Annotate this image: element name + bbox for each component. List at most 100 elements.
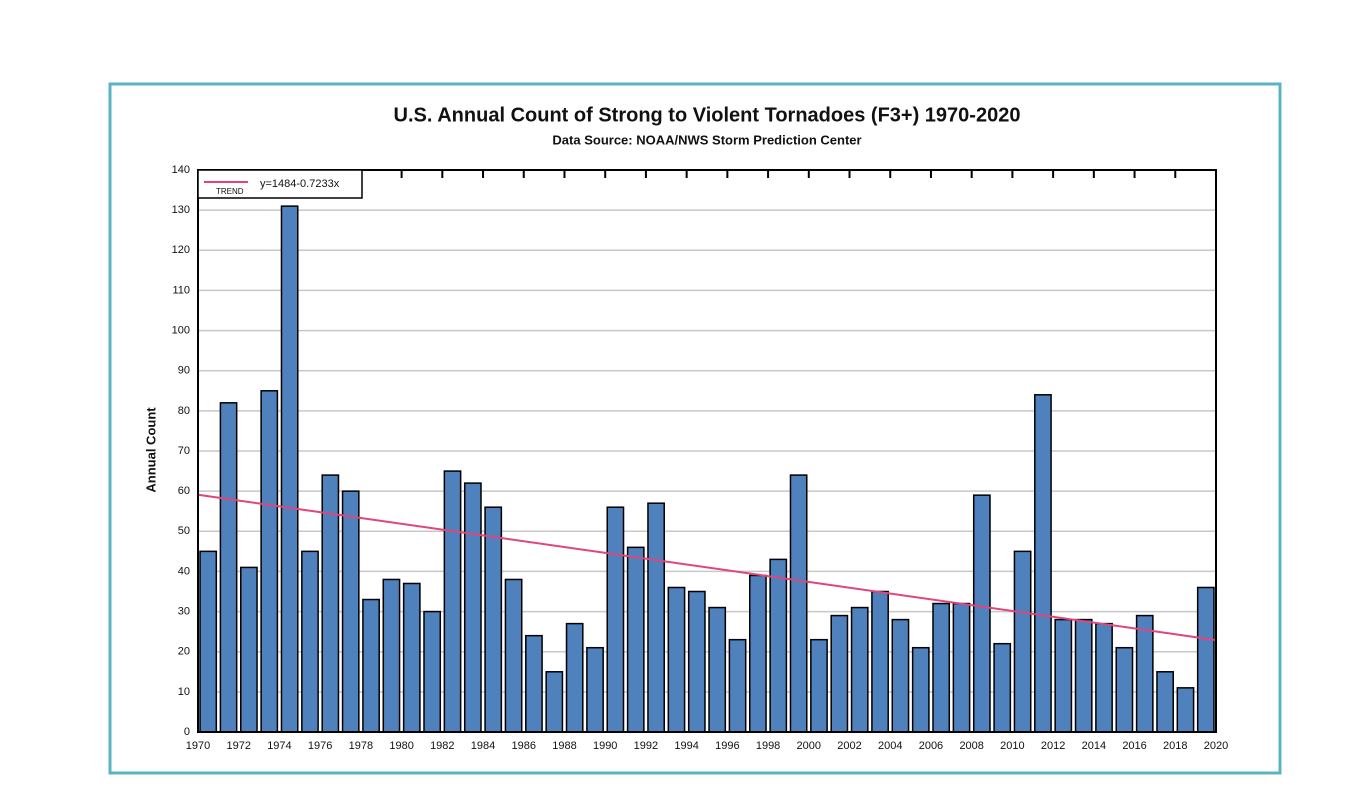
x-tick-label: 1986	[512, 740, 536, 752]
chart-subtitle: Data Source: NOAA/NWS Storm Prediction C…	[552, 132, 861, 147]
bar	[789, 474, 808, 733]
bar	[932, 602, 951, 733]
x-tick-label: 2000	[797, 740, 821, 752]
bar	[301, 550, 319, 733]
y-axis-label: Annual Count	[143, 407, 158, 493]
bar	[1074, 618, 1093, 733]
x-tick-label: 1998	[756, 740, 780, 752]
y-tick-label: 130	[172, 204, 190, 216]
y-tick-label: 10	[178, 686, 190, 698]
y-tick-label: 40	[178, 565, 190, 577]
bar	[830, 614, 849, 733]
x-tick-label: 2018	[1163, 740, 1187, 752]
bar	[443, 470, 462, 733]
x-tick-label: 1970	[186, 740, 210, 752]
bar	[1196, 586, 1215, 733]
bar	[1156, 671, 1174, 733]
y-tick-label: 80	[178, 405, 190, 417]
x-tick-label: 2014	[1082, 740, 1106, 752]
frame	[108, 82, 1282, 775]
y-tick-label: 50	[178, 525, 190, 537]
x-tick-label: 2004	[878, 740, 902, 752]
bar	[728, 638, 747, 733]
x-tick-label: 2016	[1122, 740, 1146, 752]
bar	[1034, 394, 1052, 733]
bar	[240, 566, 258, 733]
legend-box	[197, 169, 363, 199]
bar	[219, 402, 238, 733]
x-tick-label: 1974	[267, 740, 291, 752]
bar	[1013, 550, 1032, 733]
x-tick-label: 1984	[471, 740, 495, 752]
trend-line	[197, 493, 1217, 642]
bar	[504, 578, 523, 733]
bar	[647, 502, 665, 733]
y-tick-label: 70	[178, 445, 190, 457]
bar	[260, 390, 279, 733]
x-tick-label: 2002	[837, 740, 861, 752]
y-tick-label: 100	[172, 324, 190, 336]
legend-label: TREND	[216, 187, 244, 196]
legend-equation: y=1484-0.7233x	[260, 178, 340, 190]
bar	[525, 634, 543, 733]
x-tick-label: 1978	[349, 740, 373, 752]
bar	[850, 606, 869, 733]
bar	[565, 622, 584, 733]
bar	[1095, 622, 1113, 733]
bar	[993, 642, 1012, 733]
bar	[972, 494, 991, 733]
y-tick-label: 140	[172, 164, 190, 176]
bar	[280, 205, 299, 733]
y-tick-label: 120	[172, 244, 190, 256]
bar	[1115, 646, 1134, 733]
bar	[341, 490, 360, 733]
x-tick-label: 1972	[226, 740, 250, 752]
bar	[199, 550, 218, 733]
bar	[362, 598, 380, 733]
bar	[586, 646, 604, 733]
bar	[606, 506, 625, 733]
bar	[423, 610, 442, 733]
x-tick-label: 1996	[715, 740, 739, 752]
bar	[667, 586, 686, 733]
x-tick-label: 2008	[959, 740, 983, 752]
plot-border	[197, 169, 1217, 733]
x-tick-label: 2010	[1000, 740, 1024, 752]
y-tick-label: 110	[172, 284, 190, 296]
chart-title: U.S. Annual Count of Strong to Violent T…	[394, 104, 1021, 126]
x-tick-label: 1992	[634, 740, 658, 752]
y-tick-label: 0	[184, 726, 190, 738]
bar	[1176, 687, 1195, 733]
bar	[382, 578, 401, 733]
bar	[911, 646, 930, 733]
y-tick-label: 60	[178, 485, 190, 497]
x-tick-label: 1990	[593, 740, 617, 752]
x-tick-label: 2020	[1204, 740, 1228, 752]
y-tick-label: 30	[178, 605, 190, 617]
x-tick-label: 1994	[674, 740, 698, 752]
x-tick-label: 1980	[389, 740, 413, 752]
bar	[687, 590, 706, 733]
bar	[708, 606, 727, 733]
y-tick-label: 20	[178, 646, 190, 658]
bar	[810, 638, 828, 733]
bar	[871, 590, 889, 733]
x-tick-label: 1982	[430, 740, 454, 752]
bar	[626, 546, 645, 733]
bar	[1135, 614, 1154, 733]
x-tick-label: 1976	[308, 740, 332, 752]
bar	[952, 602, 971, 733]
bar	[484, 506, 503, 733]
bar	[402, 582, 421, 733]
x-tick-label: 2012	[1041, 740, 1065, 752]
x-tick-label: 2006	[919, 740, 943, 752]
bar	[749, 574, 767, 733]
bar	[463, 482, 482, 733]
bar	[769, 558, 788, 733]
bar	[1054, 618, 1073, 733]
bar	[545, 671, 564, 733]
y-tick-label: 90	[178, 365, 190, 377]
x-tick-label: 1988	[552, 740, 576, 752]
bar	[891, 618, 910, 733]
